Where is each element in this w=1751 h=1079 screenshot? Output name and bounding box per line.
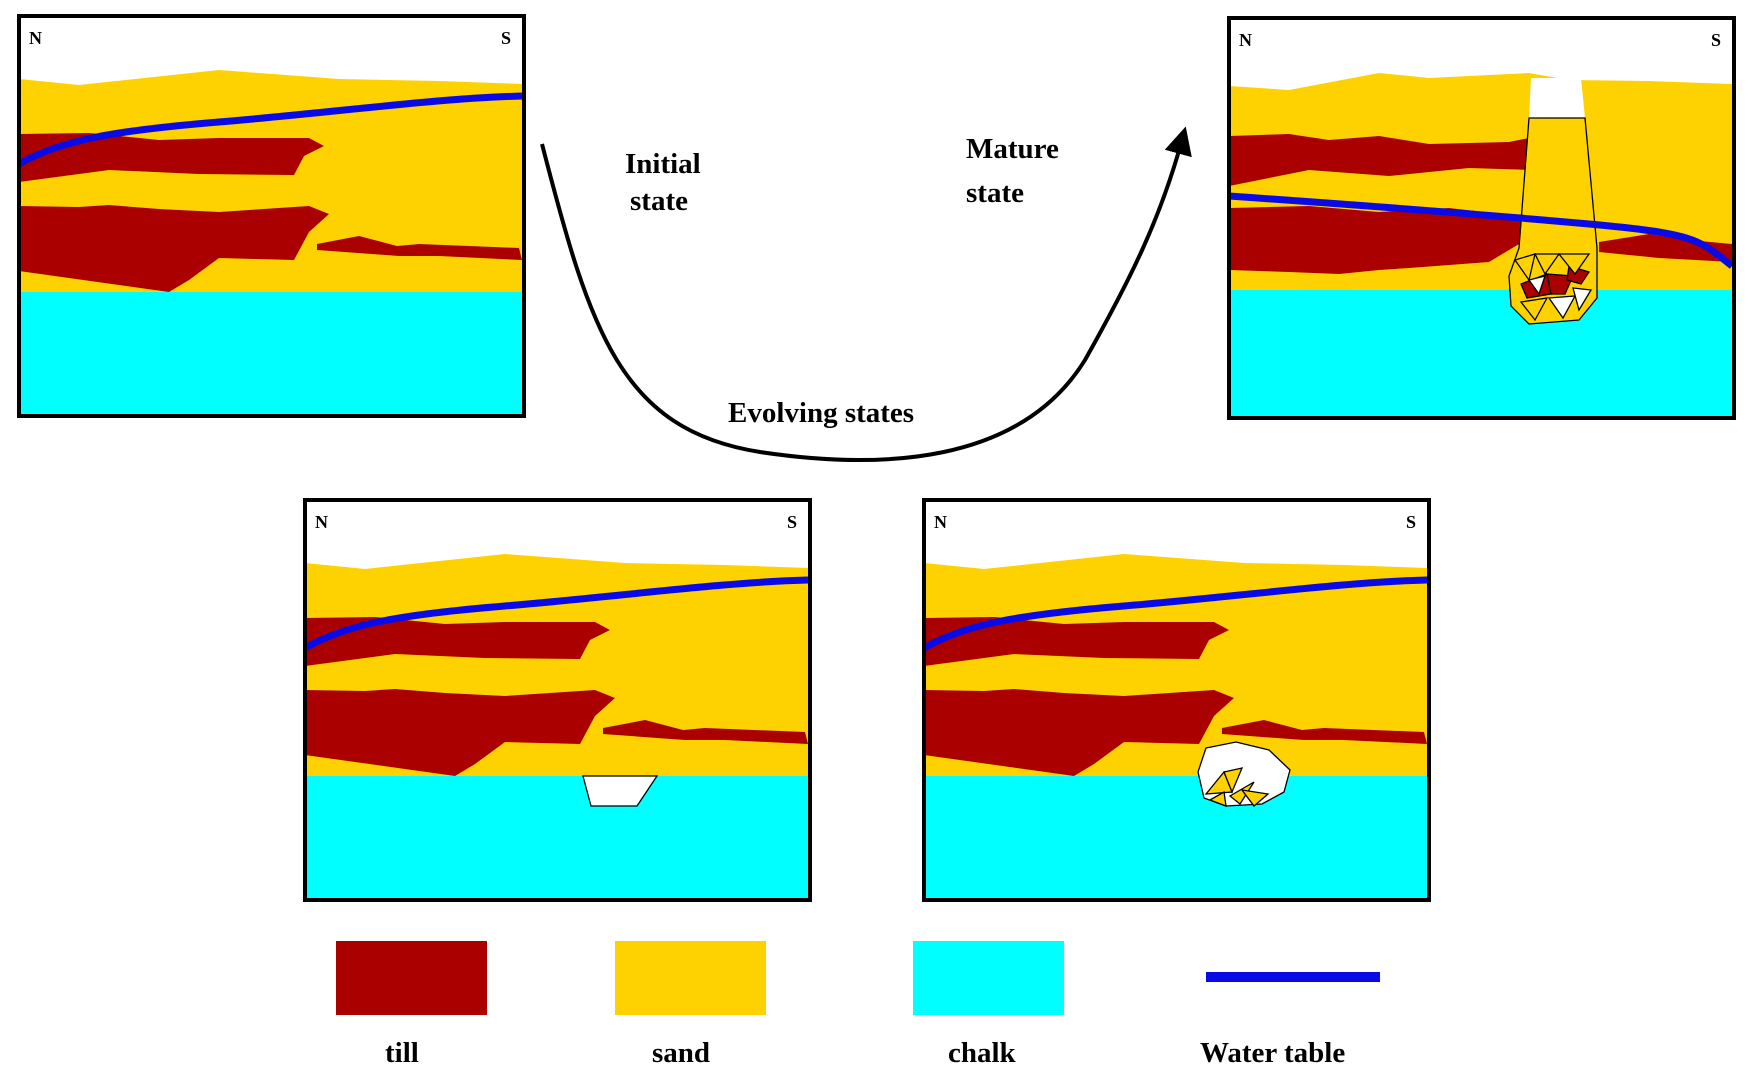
panel-initial: N S	[17, 14, 526, 418]
mature-state-label-line1: Mature	[966, 133, 1059, 165]
debris-fragment	[1519, 297, 1549, 322]
till-lens-upper	[19, 133, 324, 182]
till-lens-lower	[924, 689, 1234, 776]
till-lens-upper	[924, 617, 1229, 666]
panel-evolving-2: N S	[922, 498, 1431, 902]
legend-swatch-sand	[615, 941, 766, 1015]
debris-fragment	[1208, 790, 1227, 807]
water-table-line	[1228, 192, 1735, 269]
till-lens-upper	[305, 617, 610, 666]
debris-fragment	[1240, 789, 1270, 807]
pipe-opening	[1529, 78, 1585, 118]
legend-label-sand: sand	[652, 1037, 710, 1069]
legend-label-chalk: chalk	[948, 1037, 1017, 1069]
south-label: S	[787, 512, 797, 532]
debris-fragment	[1527, 275, 1546, 296]
panel-border	[303, 498, 812, 902]
initial-state-label-line1: Initial	[625, 148, 701, 180]
till-lens-thin	[317, 236, 522, 260]
chalk-layer	[924, 776, 1427, 900]
till-lens-lower	[1229, 206, 1529, 274]
till-lens-thin	[1222, 720, 1427, 744]
panel-border	[17, 14, 526, 418]
evolving-states-label: Evolving states	[728, 397, 914, 429]
till-lens-lower	[19, 205, 329, 292]
north-label: N	[1239, 30, 1252, 50]
north-label: N	[29, 28, 42, 48]
till-lens-lower	[305, 689, 615, 776]
debris-fragment	[1557, 253, 1591, 276]
panel-border	[922, 498, 1431, 902]
till-lens-thin	[603, 720, 808, 744]
collapse-debris	[1204, 767, 1270, 807]
chalk-layer	[1229, 290, 1732, 418]
debris-fragment	[1223, 767, 1244, 794]
debris-fragment	[1547, 295, 1577, 320]
debris-fragment	[1513, 253, 1536, 282]
debris-fragment	[1572, 287, 1593, 312]
south-label: S	[1406, 512, 1416, 532]
evolution-arrow	[540, 126, 1192, 462]
pipe-debris	[1513, 253, 1593, 322]
legend-swatch-till	[336, 941, 487, 1015]
initial-state-label-line2: state	[630, 185, 688, 217]
south-label: S	[501, 28, 511, 48]
panel-mature: N S	[1227, 16, 1736, 420]
water-table-line	[17, 92, 523, 168]
legend-swatch-chalk	[913, 941, 1064, 1015]
water-table-line	[303, 576, 809, 652]
debris-fragment	[1533, 253, 1561, 276]
north-label: N	[315, 512, 328, 532]
mature-state-label-line2: state	[966, 177, 1024, 209]
legend: till sand chalk Water table	[336, 941, 1380, 1069]
chalk-layer	[305, 776, 808, 900]
panel-evolving-1: N S	[303, 498, 812, 902]
till-lens-upper	[1229, 134, 1531, 186]
legend-label-till: till	[385, 1037, 419, 1069]
chalk-layer	[19, 292, 522, 416]
panel-initial-body: N S	[17, 16, 524, 416]
solution-void	[582, 775, 659, 807]
legend-label-water-table: Water table	[1200, 1037, 1345, 1069]
panel-border	[1227, 16, 1736, 420]
water-table-line	[922, 576, 1428, 652]
north-label: N	[934, 512, 947, 532]
south-label: S	[1711, 30, 1721, 50]
